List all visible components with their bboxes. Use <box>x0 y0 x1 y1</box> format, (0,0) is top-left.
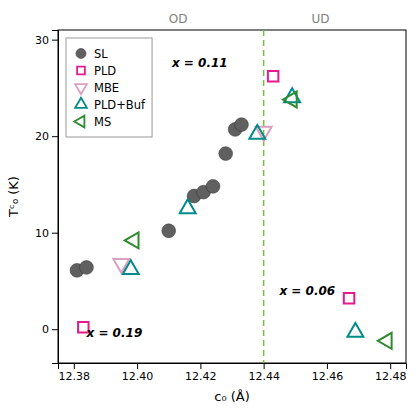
point <box>378 333 392 349</box>
tick-label: 30 <box>35 34 49 47</box>
plot-frame <box>58 30 406 363</box>
annotation: x = 0.11 <box>171 56 228 70</box>
annotation: x = 0.19 <box>85 326 142 340</box>
tick-mark <box>264 363 265 369</box>
tick: 12.48 <box>375 363 407 383</box>
legend-label: SL <box>94 47 108 61</box>
tick-mark <box>52 136 58 137</box>
tick-mark <box>52 329 58 330</box>
legend-symbol <box>75 98 87 108</box>
point <box>344 293 354 303</box>
legend: SL PLD MBE PLD+Buf MS <box>66 38 152 137</box>
legend-symbol <box>77 67 85 75</box>
axis-line <box>52 31 59 364</box>
tick-mark <box>327 363 328 369</box>
point <box>123 260 139 274</box>
legend-frame <box>66 38 152 137</box>
tick-mark <box>52 40 58 41</box>
legend-symbol <box>76 48 86 58</box>
axis-line <box>59 364 407 370</box>
y-axis-title: Tᶜ₀ (K) <box>6 176 21 218</box>
series <box>113 127 271 273</box>
tick-mark <box>74 363 75 369</box>
point <box>180 199 196 213</box>
tick-label: 12.48 <box>375 370 407 383</box>
legend-label: MBE <box>94 81 119 95</box>
tick-mark <box>390 363 391 369</box>
data-layer <box>70 30 392 363</box>
tick: 10 <box>35 227 58 240</box>
tick: 12.42 <box>185 363 217 383</box>
tick: 12.40 <box>122 363 154 383</box>
series <box>70 118 248 278</box>
tick-mark <box>52 233 58 234</box>
point <box>80 261 94 275</box>
series <box>123 88 364 336</box>
chart: 12.38 12.40 12.42 12.44 12.46 12.48 0 10 20 30 x =… <box>0 0 420 409</box>
tick-label: 10 <box>35 227 49 240</box>
series <box>78 71 354 332</box>
legend-label: PLD <box>94 64 116 78</box>
legend-label: MS <box>94 115 111 129</box>
y-axis: 0 10 20 30 <box>35 31 59 364</box>
tick-label: 12.40 <box>122 370 154 383</box>
region-label: UD <box>312 12 330 26</box>
reference-line <box>263 30 265 363</box>
tick-label: 20 <box>35 130 49 143</box>
tick-mark <box>200 363 201 369</box>
tick-label: 12.44 <box>248 370 279 383</box>
legend-label: PLD+Buf <box>94 98 146 112</box>
tick-label: 12.46 <box>312 370 344 383</box>
point <box>219 147 233 161</box>
tick-label: 12.38 <box>59 370 91 383</box>
annotation: x = 0.06 <box>278 284 335 298</box>
tick-label: 0 <box>42 323 49 336</box>
point <box>268 71 278 81</box>
series <box>125 92 392 349</box>
tick: 30 <box>35 34 58 47</box>
x-axis-title: c₀ (Å) <box>214 389 250 404</box>
plot: 12.38 12.40 12.42 12.44 12.46 12.48 0 10 20 30 x =… <box>35 12 407 383</box>
point <box>347 323 363 337</box>
legend-symbol <box>75 84 87 94</box>
x-axis: 12.38 12.40 12.42 12.44 12.46 12.48 <box>59 363 407 383</box>
tick: 20 <box>35 130 58 143</box>
tick-label: 12.42 <box>185 370 217 383</box>
tick: 12.44 <box>248 363 279 383</box>
tick: 12.46 <box>312 363 344 383</box>
point <box>283 92 297 108</box>
point <box>125 232 139 248</box>
point <box>206 179 220 193</box>
legend-symbol <box>74 116 84 128</box>
tick: 12.38 <box>59 363 91 383</box>
region-label: OD <box>169 12 188 26</box>
point <box>235 118 249 132</box>
point <box>249 125 265 139</box>
tick: 0 <box>42 323 58 336</box>
tick-mark <box>137 363 138 369</box>
point <box>162 224 176 238</box>
